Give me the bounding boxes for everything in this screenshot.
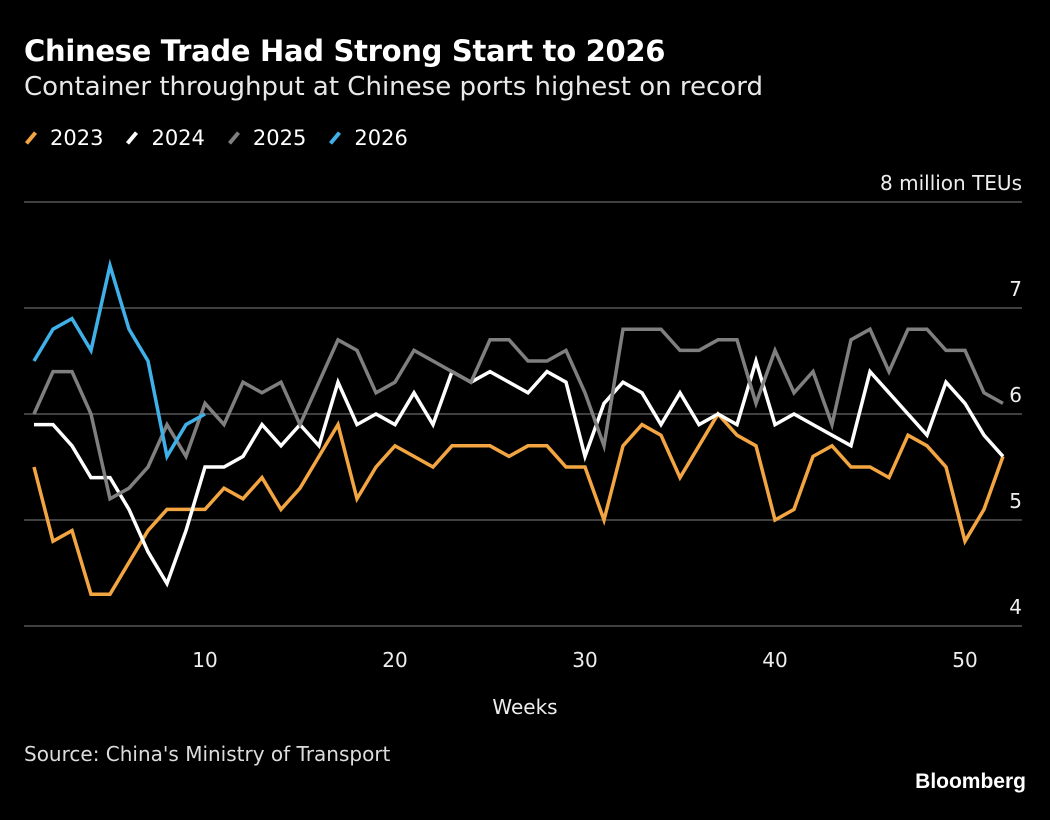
source-note: Source: China's Ministry of Transport: [24, 742, 391, 766]
legend-label: 2026: [354, 126, 408, 150]
legend-label: 2025: [252, 126, 307, 150]
y-tick-label: 5: [1009, 489, 1022, 513]
chart-subtitle: Container throughput at Chinese ports hi…: [24, 72, 763, 102]
legend-item-2026: 2026: [328, 126, 408, 150]
y-tick-label: 8 million TEUs: [880, 171, 1022, 195]
y-tick-label: 4: [1009, 595, 1022, 619]
x-tick-label: 10: [192, 648, 217, 672]
x-axis-label: Weeks: [492, 695, 557, 719]
y-tick-label: 7: [1009, 277, 1022, 301]
series-line-2023: [32, 411, 1005, 596]
series-line-2025: [32, 326, 1004, 502]
legend-item-2024: 2024: [125, 126, 205, 150]
x-tick-label: 30: [572, 648, 597, 672]
legend: 2023 2024 2025 2026: [24, 126, 408, 150]
legend-item-2023: 2023: [24, 126, 103, 150]
x-tick-label: 20: [382, 648, 407, 672]
legend-item-2025: 2025: [227, 126, 306, 150]
bloomberg-logo: Bloomberg: [915, 770, 1026, 793]
x-tick-label: 40: [762, 648, 787, 672]
series-line-2024: [34, 354, 1005, 588]
chart-title: Chinese Trade Had Strong Start to 2026: [24, 34, 666, 68]
y-tick-label: 6: [1009, 383, 1022, 407]
series-line-2026: [32, 258, 206, 462]
legend-label: 2024: [151, 126, 205, 150]
x-tick-label: 50: [952, 648, 977, 672]
legend-label: 2023: [50, 126, 104, 150]
